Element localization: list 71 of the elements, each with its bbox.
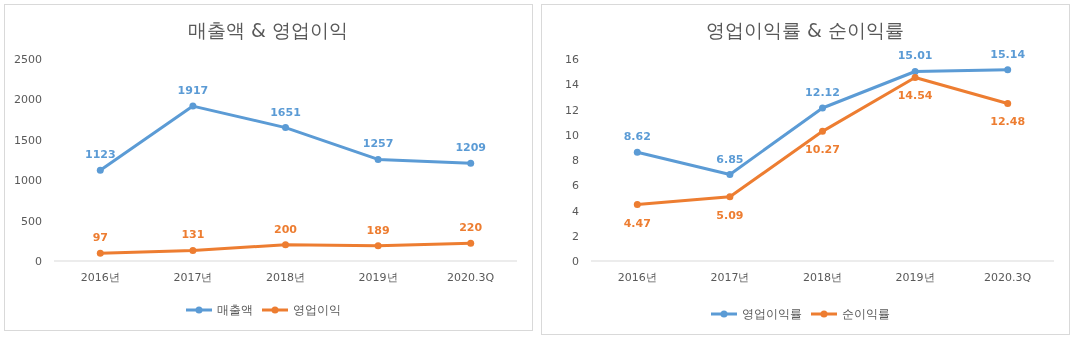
y-tick-label: 8 bbox=[572, 154, 579, 167]
point bbox=[633, 201, 641, 209]
data-label: 131 bbox=[181, 228, 205, 242]
data-label: 97 bbox=[92, 231, 108, 245]
data-label: 1123 bbox=[84, 148, 116, 162]
data-label: 14.54 bbox=[897, 89, 933, 103]
data-label: 4.47 bbox=[623, 216, 651, 230]
point bbox=[189, 102, 197, 110]
point bbox=[726, 193, 734, 201]
data-label: 1209 bbox=[455, 141, 487, 155]
data-label: 15.01 bbox=[897, 49, 933, 63]
data-label: 15.14 bbox=[990, 47, 1026, 61]
data-label: 12.12 bbox=[805, 85, 840, 99]
data-label: 8.62 bbox=[623, 130, 651, 144]
data-label: 10.27 bbox=[805, 143, 840, 157]
x-tick-label: 2019년 bbox=[358, 271, 398, 284]
y-tick-label: 500 bbox=[21, 214, 42, 228]
y-tick-label: 10 bbox=[565, 128, 579, 142]
y-tick-label: 2 bbox=[572, 229, 579, 243]
point bbox=[282, 241, 289, 249]
data-label: 189 bbox=[366, 223, 390, 237]
data-label: 1257 bbox=[362, 137, 394, 151]
chart-title: 영업이익률 & 순이익률 bbox=[706, 19, 904, 41]
x-tick-label: 2020.3Q bbox=[984, 271, 1032, 284]
point bbox=[911, 73, 919, 81]
point bbox=[467, 239, 475, 247]
legend-label: 영업이익 bbox=[293, 303, 341, 317]
y-tick-label: 14 bbox=[565, 78, 579, 92]
x-tick-label: 2018년 bbox=[266, 271, 305, 284]
legend-label: 영업이익률 bbox=[742, 307, 802, 321]
point bbox=[467, 159, 475, 167]
x-tick-label: 2017년 bbox=[710, 271, 750, 284]
chart-title: 매출액 & 영업이익 bbox=[188, 19, 348, 41]
point bbox=[726, 171, 734, 179]
point bbox=[819, 104, 826, 112]
point bbox=[189, 246, 197, 254]
data-label: 5.09 bbox=[716, 208, 744, 222]
x-tick-label: 2016년 bbox=[80, 271, 120, 284]
legend-label: 매출액 bbox=[217, 303, 253, 317]
y-tick-label: 1500 bbox=[14, 133, 42, 147]
y-tick-label: 16 bbox=[565, 53, 579, 66]
point bbox=[633, 148, 641, 156]
data-label: 200 bbox=[274, 222, 298, 236]
x-tick-label: 2018년 bbox=[803, 271, 842, 284]
y-tick-label: 12 bbox=[565, 103, 579, 117]
x-tick-label: 2016년 bbox=[617, 271, 657, 284]
y-tick-label: 1000 bbox=[14, 174, 42, 188]
x-tick-label: 2020.3Q bbox=[447, 271, 495, 284]
y-tick-label: 0 bbox=[35, 255, 42, 268]
point bbox=[911, 68, 919, 75]
point bbox=[1004, 99, 1012, 107]
data-label: 12.48 bbox=[990, 115, 1026, 129]
point bbox=[819, 127, 826, 135]
legend-label: 순이익률 bbox=[842, 307, 890, 321]
y-tick-label: 0 bbox=[572, 255, 579, 268]
y-tick-label: 6 bbox=[572, 179, 579, 193]
point bbox=[96, 249, 104, 257]
point bbox=[374, 155, 382, 163]
point bbox=[1004, 66, 1012, 74]
point bbox=[282, 124, 289, 132]
y-tick-label: 2500 bbox=[14, 53, 42, 66]
point bbox=[96, 166, 104, 174]
y-tick-label: 2000 bbox=[14, 93, 42, 107]
data-label: 220 bbox=[459, 221, 483, 235]
data-label: 1917 bbox=[177, 84, 209, 98]
data-label: 1651 bbox=[270, 105, 301, 119]
x-tick-label: 2017년 bbox=[173, 271, 213, 284]
point bbox=[374, 242, 382, 250]
x-tick-label: 2019년 bbox=[895, 271, 935, 284]
data-label: 6.85 bbox=[716, 152, 744, 166]
y-tick-label: 4 bbox=[572, 204, 579, 218]
